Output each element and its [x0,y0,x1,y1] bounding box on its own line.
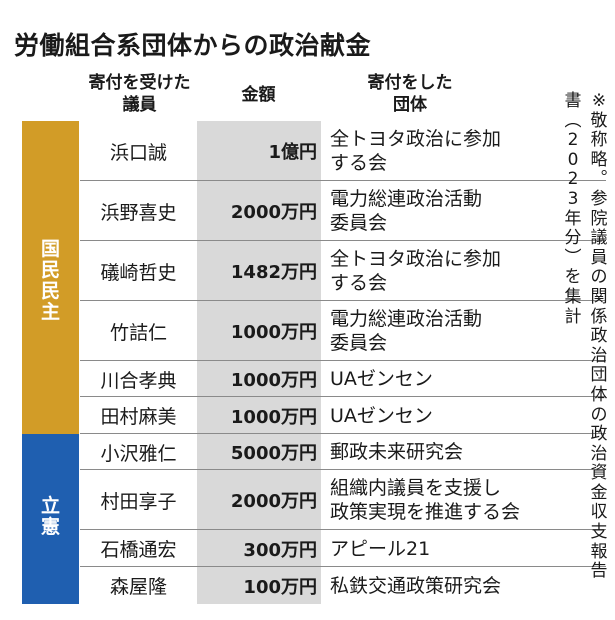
donor-line-2: する会 [330,152,388,174]
donor-organization: 郵政未来研究会 [330,434,606,470]
page-title: 労働組合系団体からの政治献金 [14,31,372,60]
donor-line-2: 委員会 [330,332,388,354]
table-row: 田村麻美 1000万円 UAゼンセン [80,397,606,434]
donor-line-1: UAゼンセン [330,404,433,427]
donor-organization: 私鉄交通政策研究会 [330,567,606,604]
donor-line-2: する会 [330,272,388,294]
donation-amount: 2000万円 [230,202,317,223]
table-row: 村田享子 2000万円 組織内議員を支援し 政策実現を推進する会 [80,470,606,530]
row-separator [80,469,606,470]
row-separator [80,433,606,434]
table-row: 浜野喜史 2000万円 電力総連政治活動 委員会 [80,181,606,241]
donor-line-2: 政策実現を推進する会 [330,501,521,523]
member-name: 竹詰仁 [109,321,167,344]
donation-amount: 100万円 [243,576,317,598]
donor-line-1: UAゼンセン [330,368,433,390]
donor-organization: 全トヨタ政治に参加 する会 [330,121,606,181]
donation-amount: 1000万円 [230,322,317,343]
donation-amount: 1億円 [268,142,317,163]
row-separator [80,240,606,241]
footnote: ※ 敬称略 ︒ 参院議員の関係政治団体の政治資金収支報告 書 ︵ 2 0 2 3 年分 ︶ を集計 [542,91,612,612]
row-separator [80,360,606,361]
donor-organization: UAゼンセン [330,397,606,434]
header-member-line1: 寄付を受けた [88,73,191,93]
donor-line-1: 組織内議員を支援し [330,477,502,499]
member-name: 小沢雅仁 [100,442,177,465]
donor-line-1: 私鉄交通政策研究会 [330,574,502,597]
donor-organization: 組織内議員を支援し 政策実現を推進する会 [330,470,606,530]
header-donor: 寄付をした 団体 [335,72,485,116]
donor-line-2: 委員会 [330,212,388,234]
header-donor-line2: 団体 [393,95,427,115]
party-band-cdp: 立憲 [22,434,79,604]
table-row: 小沢雅仁 5000万円 郵政未来研究会 [80,434,606,470]
donor-line-1: 全トヨタ政治に参加 [330,248,502,270]
row-separator [80,566,606,567]
header-member-line2: 議員 [122,95,157,115]
amount-column-background [197,121,321,604]
table-row: 竹詰仁 1000万円 電力総連政治活動 委員会 [80,301,606,361]
donation-amount: 1482万円 [230,262,317,283]
member-name: 森屋隆 [109,576,167,598]
member-name: 田村麻美 [100,406,177,428]
row-separator [80,396,606,397]
member-name: 浜野喜史 [100,201,177,224]
table-row: 礒崎哲史 1482万円 全トヨタ政治に参加 する会 [80,241,606,301]
donor-organization: UAゼンセン [330,361,606,397]
donor-line-1: 全トヨタ政治に参加 [330,128,502,150]
donation-amount: 1000万円 [230,406,317,428]
donor-line-1: 郵政未来研究会 [330,441,464,463]
donor-line-1: 電力総連政治活動 [330,188,483,210]
row-separator [80,300,606,301]
member-name: 川合孝典 [100,369,177,392]
footnote-column-2: 書 ︵ 2 0 2 3 年分 ︶ を集計 [564,91,582,327]
party-band-dpfp: 国民民主 [22,121,79,434]
table-row: 石橋通宏 300万円 アピール21 [80,530,606,567]
table-row: 森屋隆 100万円 私鉄交通政策研究会 [80,567,606,604]
row-separator [80,180,606,181]
donor-organization: 全トヨタ政治に参加 する会 [330,241,606,301]
donor-organization: 電力総連政治活動 委員会 [330,181,606,241]
member-name: 石橋通宏 [100,539,177,561]
donation-amount: 300万円 [243,539,317,561]
footnote-column-1: ※ 敬称略 ︒ 参院議員の関係政治団体の政治資金収支報告 [590,91,608,582]
header-amount: 金額 [241,85,276,105]
table-row: 川合孝典 1000万円 UAゼンセン [80,361,606,397]
donor-organization: アピール21 [330,530,606,567]
party-label-dpfp: 国民民主 [40,238,60,323]
donation-amount: 2000万円 [230,491,317,512]
header-donor-line1: 寄付をした [367,73,453,93]
donor-line-1: アピール21 [330,537,431,560]
member-name: 村田享子 [100,490,177,513]
donation-amount: 5000万円 [230,443,317,464]
donor-organization: 電力総連政治活動 委員会 [330,301,606,361]
donor-line-1: 電力総連政治活動 [330,308,483,330]
row-separator [80,529,606,530]
member-name: 礒崎哲史 [100,261,177,284]
header-member: 寄付を受けた 議員 [82,72,197,116]
member-name: 浜口誠 [109,141,167,164]
party-label-cdp: 立憲 [40,495,60,538]
table-row: 浜口誠 1億円 全トヨタ政治に参加 する会 [80,121,606,181]
donation-amount: 1000万円 [230,370,317,391]
